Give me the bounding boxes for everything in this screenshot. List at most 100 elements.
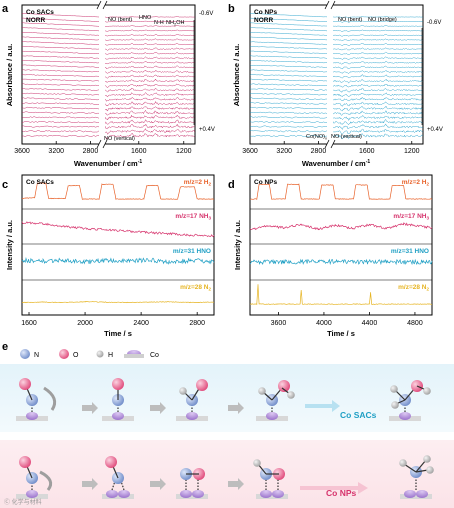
spectrum-line xyxy=(249,50,328,55)
spectrum-line xyxy=(104,51,195,55)
spectrum-line xyxy=(22,134,100,137)
ms-trace xyxy=(21,301,214,304)
panel-b-peak-no-bridge: NO (bridge) xyxy=(368,17,397,23)
bond xyxy=(415,469,429,473)
panel-b-peak-no-vertical: NO (vertical) xyxy=(331,134,362,140)
panel-b-break-mark xyxy=(324,0,330,10)
panel-c-ylabel: Intensity / a.u. xyxy=(5,220,14,270)
spectrum-line xyxy=(332,74,423,79)
spectrum-line xyxy=(249,60,327,64)
spectrum-line xyxy=(249,36,328,41)
ms-trace xyxy=(249,258,433,266)
h-atom xyxy=(426,466,434,474)
series-label: m/z=28 N2 xyxy=(398,284,429,292)
x-tick-label: 1600 xyxy=(359,148,375,155)
spectrum-line xyxy=(21,50,100,54)
series-label: m/z=31 HNO xyxy=(391,248,429,255)
spectrum-line xyxy=(104,92,195,98)
rotation-arrow xyxy=(43,386,57,411)
panel-a-break-mark xyxy=(96,0,102,10)
spectrum-line xyxy=(104,56,195,60)
panel-b-frame xyxy=(249,4,424,145)
o-atom xyxy=(196,379,208,391)
spectrum-line xyxy=(332,123,423,130)
spectrum-line xyxy=(104,119,195,125)
x-tick-label: 4800 xyxy=(407,320,423,327)
panel-d-traces xyxy=(249,183,433,306)
panel-b-condition-label: NORR xyxy=(254,17,273,24)
panel-a-sample-label: Co SACs xyxy=(26,9,54,16)
spectrum-line xyxy=(249,13,328,18)
spectrum-line xyxy=(104,16,195,18)
spectrum-line xyxy=(104,114,195,121)
h-atom xyxy=(390,385,398,393)
x-tick-label: 1600 xyxy=(131,148,147,155)
spectrum-line xyxy=(332,16,423,18)
spectrum-line xyxy=(21,130,100,133)
o-atom xyxy=(105,456,117,468)
panel-b-break-mark xyxy=(330,139,336,149)
step-arrow xyxy=(82,402,98,414)
panel-d-xlabel: Time / s xyxy=(327,329,355,338)
co-site xyxy=(404,490,416,498)
ms-trace xyxy=(21,221,215,238)
x-tick-label: 2800 xyxy=(311,148,327,155)
panel-b-spectra xyxy=(249,13,423,140)
x-tick-label: 2800 xyxy=(189,320,205,327)
o-atom xyxy=(19,456,31,468)
panel-c-xlabel: Time / s xyxy=(104,329,132,338)
spectrum-line xyxy=(104,38,195,41)
spectrum-line xyxy=(249,97,328,100)
series-label: m/z=2 H2 xyxy=(402,179,430,187)
panel-a-peak-nh: N-H xyxy=(154,20,164,26)
panel-c-letter: c xyxy=(2,179,8,191)
panel-c-traces xyxy=(21,182,215,304)
panel-b-break-mark xyxy=(324,139,330,149)
catalyst-surface xyxy=(400,494,432,499)
co-site xyxy=(266,412,278,420)
panel-a-x-ticks: 3600 3200 2800 1600 1200 xyxy=(14,141,192,155)
panel-b-letter: b xyxy=(228,3,235,15)
x-tick-label: 3600 xyxy=(14,148,30,155)
h-atom xyxy=(258,387,266,395)
ms-trace xyxy=(249,183,433,200)
x-tick-label: 2800 xyxy=(83,148,99,155)
spectrum-line xyxy=(21,125,100,128)
o-atom xyxy=(112,378,124,390)
x-tick-label: 3600 xyxy=(242,148,258,155)
spectrum-line xyxy=(21,45,100,50)
spectrum-line xyxy=(332,133,423,140)
panel-a: a Co SACs NORR NO (bent) HNO N-H NH2OH N… xyxy=(2,0,215,168)
co-site xyxy=(118,490,130,498)
spectrum-line xyxy=(21,41,100,45)
panel-a-peak-no-bent: NO (bent) xyxy=(108,17,132,23)
panel-c-x-ticks: 1600 2000 2400 2800 xyxy=(21,312,205,327)
panel-b-potential-top: -0.6V xyxy=(427,20,441,26)
sacs-pathway-band xyxy=(0,364,454,432)
spectrum-line xyxy=(21,55,100,59)
x-tick-label: 1200 xyxy=(176,148,192,155)
spectrum-line xyxy=(21,97,100,101)
watermark: Ⓒ 化学与材料 xyxy=(4,498,42,506)
h-atom xyxy=(423,455,431,463)
co-site xyxy=(192,490,204,498)
spectrum-line xyxy=(249,46,328,50)
spectrum-line xyxy=(104,109,195,116)
panel-e-letter: e xyxy=(2,341,8,353)
spectrum-line xyxy=(249,88,328,91)
panel-b-break-mark xyxy=(330,0,336,10)
spectrum-line xyxy=(21,27,100,32)
spectrum-line xyxy=(333,60,423,65)
series-label: m/z=31 HNO xyxy=(173,248,211,255)
x-tick-label: 1600 xyxy=(21,320,37,327)
spectrum-line xyxy=(21,120,100,123)
co-site xyxy=(416,490,428,498)
legend-h-label: H xyxy=(108,352,113,359)
spectrum-line xyxy=(21,116,100,119)
spectrum-line xyxy=(332,38,423,42)
panel-d-ylabel: Intensity / a.u. xyxy=(233,220,242,270)
panel-a-break-mark xyxy=(102,0,108,10)
pathway-arrow xyxy=(305,400,340,412)
co-site xyxy=(112,412,124,420)
